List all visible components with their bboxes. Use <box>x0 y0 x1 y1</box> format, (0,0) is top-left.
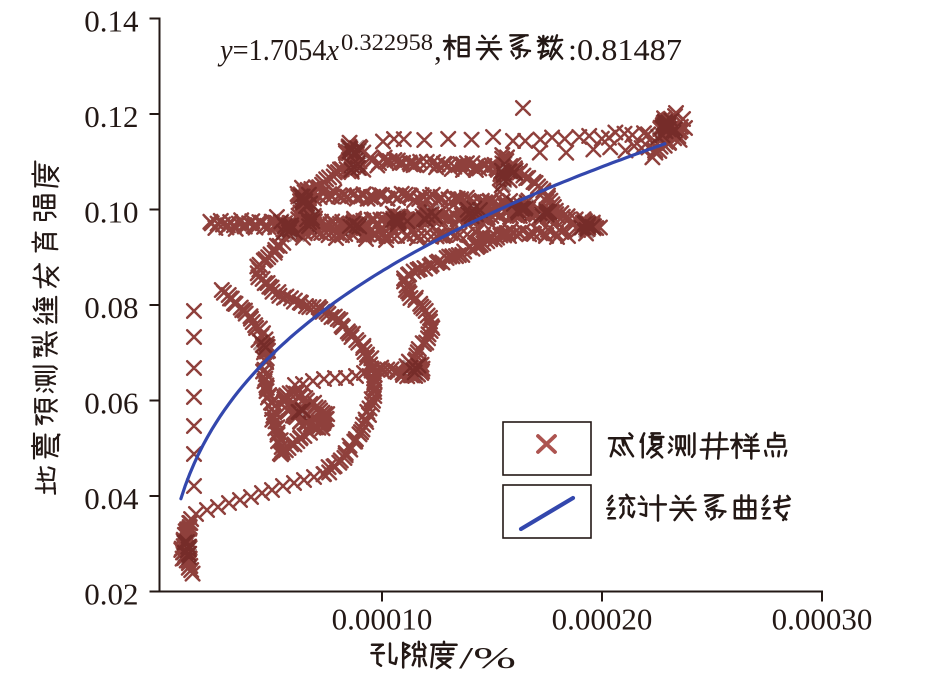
svg-text:0.10: 0.10 <box>84 194 138 229</box>
svg-text:,: , <box>434 32 442 67</box>
svg-text:0.06: 0.06 <box>84 385 138 420</box>
svg-text:0.322958: 0.322958 <box>341 30 433 55</box>
svg-text:y=1.7054x: y=1.7054x <box>217 32 339 67</box>
svg-text:0.00030: 0.00030 <box>772 602 873 637</box>
svg-text:0.00020: 0.00020 <box>552 602 653 637</box>
svg-text:0.04: 0.04 <box>84 481 139 516</box>
svg-text:0.00010: 0.00010 <box>332 602 433 637</box>
svg-text:0.12: 0.12 <box>84 99 138 134</box>
svg-text:/%: /% <box>459 640 516 675</box>
svg-text:0.08: 0.08 <box>84 290 138 325</box>
svg-text:0.14: 0.14 <box>84 3 139 38</box>
svg-text:0.02: 0.02 <box>84 576 138 611</box>
svg-text::0.81487: :0.81487 <box>568 32 682 67</box>
